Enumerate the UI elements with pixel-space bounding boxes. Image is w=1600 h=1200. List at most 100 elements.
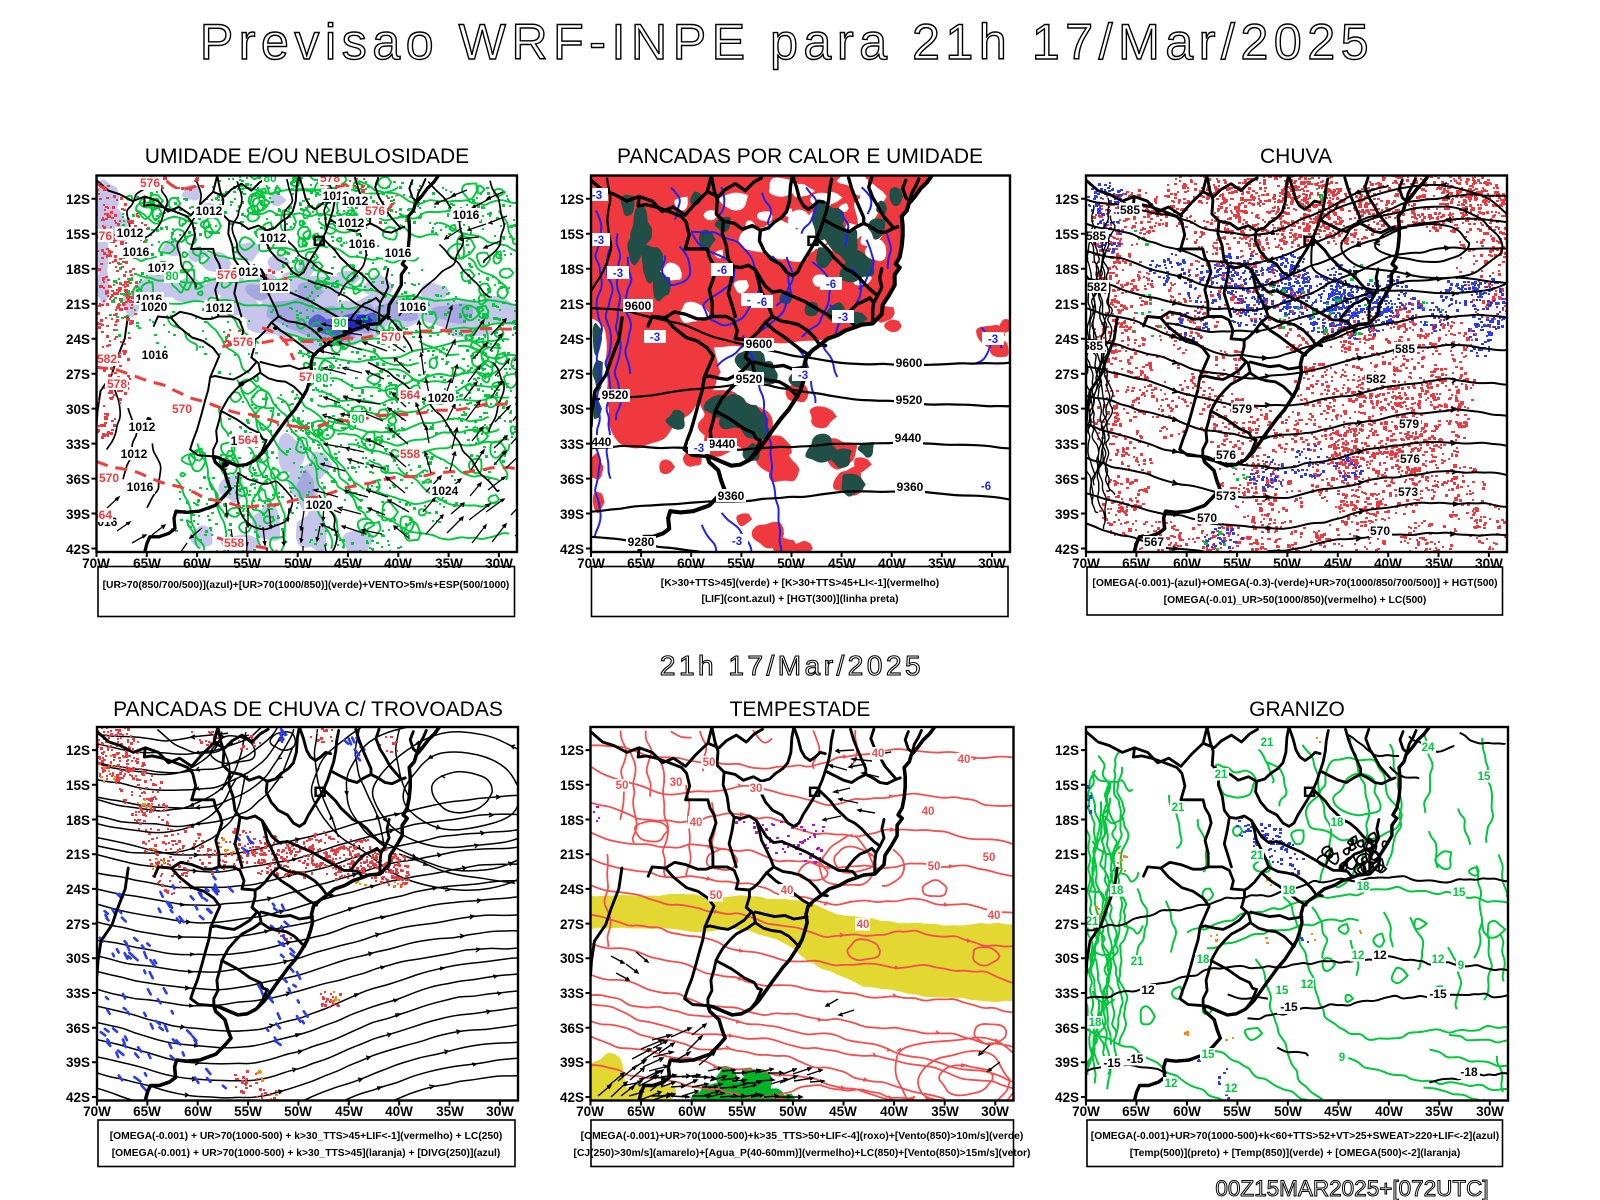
svg-text:42S: 42S	[1055, 542, 1079, 557]
svg-text:18S: 18S	[1055, 813, 1079, 828]
svg-text:33S: 33S	[66, 437, 90, 452]
svg-text:24S: 24S	[66, 332, 90, 347]
svg-text:9440: 9440	[585, 435, 612, 449]
svg-text:45W: 45W	[1324, 1104, 1352, 1119]
svg-text:-15: -15	[1127, 1054, 1144, 1066]
svg-text:27S: 27S	[1055, 917, 1079, 932]
svg-text:[OMEGA(-0.001)+UR>70(1000-500): [OMEGA(-0.001)+UR>70(1000-500)+k>35_TTS>…	[581, 1131, 1024, 1142]
svg-text:39S: 39S	[1055, 1055, 1079, 1070]
svg-text:15S: 15S	[1055, 227, 1079, 242]
svg-text:12: 12	[1373, 948, 1387, 962]
svg-text:578: 578	[320, 171, 340, 185]
svg-text:80: 80	[315, 371, 329, 385]
svg-text:18S: 18S	[66, 813, 90, 828]
svg-text:40W: 40W	[880, 1104, 908, 1119]
svg-text:-18: -18	[1460, 1065, 1478, 1079]
svg-text:582: 582	[1366, 372, 1386, 386]
svg-text:1016: 1016	[453, 208, 480, 222]
svg-text:90: 90	[351, 412, 365, 426]
svg-text:65W: 65W	[1122, 1104, 1150, 1119]
svg-text:[K>30+TTS>45](verde) + [K>30+T: [K>30+TTS>45](verde) + [K>30+TTS>45+LI<-…	[661, 578, 939, 589]
svg-text:35W: 35W	[435, 556, 463, 571]
svg-text:15S: 15S	[66, 227, 90, 242]
svg-text:UMIDADE E/OU NEBULOSIDADE: UMIDADE E/OU NEBULOSIDADE	[145, 145, 469, 168]
svg-text:[CJ(250)>30m/s](amarelo)+[Agua: [CJ(250)>30m/s](amarelo)+[Agua_P(40-60mm…	[574, 1148, 1031, 1159]
svg-text:15: 15	[1478, 771, 1491, 783]
svg-text:CHUVA: CHUVA	[1260, 145, 1332, 168]
svg-text:42S: 42S	[560, 542, 584, 557]
svg-text:50W: 50W	[284, 1104, 312, 1119]
svg-text:9: 9	[1339, 1052, 1345, 1064]
svg-text:21: 21	[1261, 737, 1274, 749]
svg-text:80: 80	[165, 269, 179, 283]
svg-text:21h 17/Mar/2025: 21h 17/Mar/2025	[660, 650, 924, 681]
svg-text:40: 40	[781, 885, 794, 897]
svg-text:39S: 39S	[560, 1055, 584, 1070]
svg-text:[OMEGA(-0.001) + UR>70(1000-50: [OMEGA(-0.001) + UR>70(1000-500) + k>30_…	[112, 1148, 501, 1159]
svg-text:12S: 12S	[560, 743, 584, 758]
svg-text:33S: 33S	[560, 437, 584, 452]
svg-text:TEMPESTADE: TEMPESTADE	[730, 698, 871, 721]
svg-text:50W: 50W	[1274, 1104, 1302, 1119]
svg-text:9520: 9520	[736, 372, 763, 386]
svg-text:PANCADAS DE CHUVA C/ TROVOADAS: PANCADAS DE CHUVA C/ TROVOADAS	[113, 698, 503, 721]
svg-text:55W: 55W	[728, 1104, 756, 1119]
svg-text:585: 585	[1086, 229, 1106, 243]
svg-text:1016: 1016	[142, 348, 169, 362]
svg-text:9600: 9600	[625, 299, 652, 313]
svg-text:12: 12	[1165, 1078, 1178, 1090]
svg-text:12: 12	[1432, 954, 1445, 966]
svg-text:30W: 30W	[486, 1104, 514, 1119]
svg-text:1012: 1012	[342, 194, 369, 208]
svg-text:65W: 65W	[133, 556, 161, 571]
svg-text:21: 21	[1086, 916, 1099, 928]
svg-text:573: 573	[1398, 485, 1418, 499]
svg-text:[UR>70(850/700/500)](azul)+[UR: [UR>70(850/700/500)](azul)+[UR>70(1000/8…	[103, 580, 510, 591]
svg-text:60W: 60W	[183, 556, 211, 571]
svg-text:585: 585	[1120, 203, 1140, 217]
svg-text:70W: 70W	[82, 556, 110, 571]
svg-text:-6: -6	[757, 297, 767, 309]
svg-text:1020: 1020	[428, 391, 455, 405]
svg-text:-15: -15	[1280, 1000, 1298, 1014]
svg-text:21: 21	[1131, 956, 1144, 968]
svg-text:585: 585	[1395, 342, 1415, 356]
svg-text:70W: 70W	[1072, 556, 1100, 571]
svg-text:50: 50	[710, 890, 723, 902]
svg-text:33S: 33S	[560, 986, 584, 1001]
svg-text:573: 573	[1216, 489, 1236, 503]
svg-text:576: 576	[365, 204, 385, 218]
svg-text:40W: 40W	[878, 556, 906, 571]
svg-text:9600: 9600	[746, 337, 773, 351]
svg-text:45W: 45W	[829, 1104, 857, 1119]
svg-text:70W: 70W	[576, 1104, 604, 1119]
svg-text:24S: 24S	[1055, 882, 1079, 897]
svg-text:33S: 33S	[1055, 437, 1079, 452]
svg-text:39S: 39S	[560, 507, 584, 522]
svg-text:576: 576	[217, 268, 237, 282]
svg-text:24S: 24S	[1055, 332, 1079, 347]
svg-text:45W: 45W	[335, 1104, 363, 1119]
svg-text:30S: 30S	[66, 402, 90, 417]
svg-text:12S: 12S	[1055, 743, 1079, 758]
svg-text:-3: -3	[613, 268, 623, 280]
svg-text:70W: 70W	[1072, 1104, 1100, 1119]
svg-text:60W: 60W	[677, 556, 705, 571]
svg-text:576: 576	[1400, 452, 1420, 466]
svg-text:564: 564	[400, 388, 420, 402]
svg-text:45W: 45W	[1324, 556, 1352, 571]
svg-text:65W: 65W	[627, 556, 655, 571]
svg-text:-3: -3	[594, 235, 604, 247]
svg-text:[LIF](cont.azul) + [HGT(300)](: [LIF](cont.azul) + [HGT(300)](linha pret…	[701, 594, 898, 605]
svg-text:564: 564	[92, 508, 112, 522]
svg-text:50: 50	[616, 780, 629, 792]
svg-text:00Z15MAR2025+[072UTC]: 00Z15MAR2025+[072UTC]	[1215, 1176, 1488, 1200]
svg-text:45W: 45W	[828, 556, 856, 571]
svg-text:1012: 1012	[262, 280, 289, 294]
svg-text:30: 30	[670, 777, 683, 789]
svg-text:35W: 35W	[1425, 556, 1453, 571]
svg-text:570: 570	[381, 330, 401, 344]
svg-text:24S: 24S	[66, 882, 90, 897]
svg-text:15: 15	[1453, 887, 1466, 899]
svg-text:15S: 15S	[1055, 778, 1079, 793]
